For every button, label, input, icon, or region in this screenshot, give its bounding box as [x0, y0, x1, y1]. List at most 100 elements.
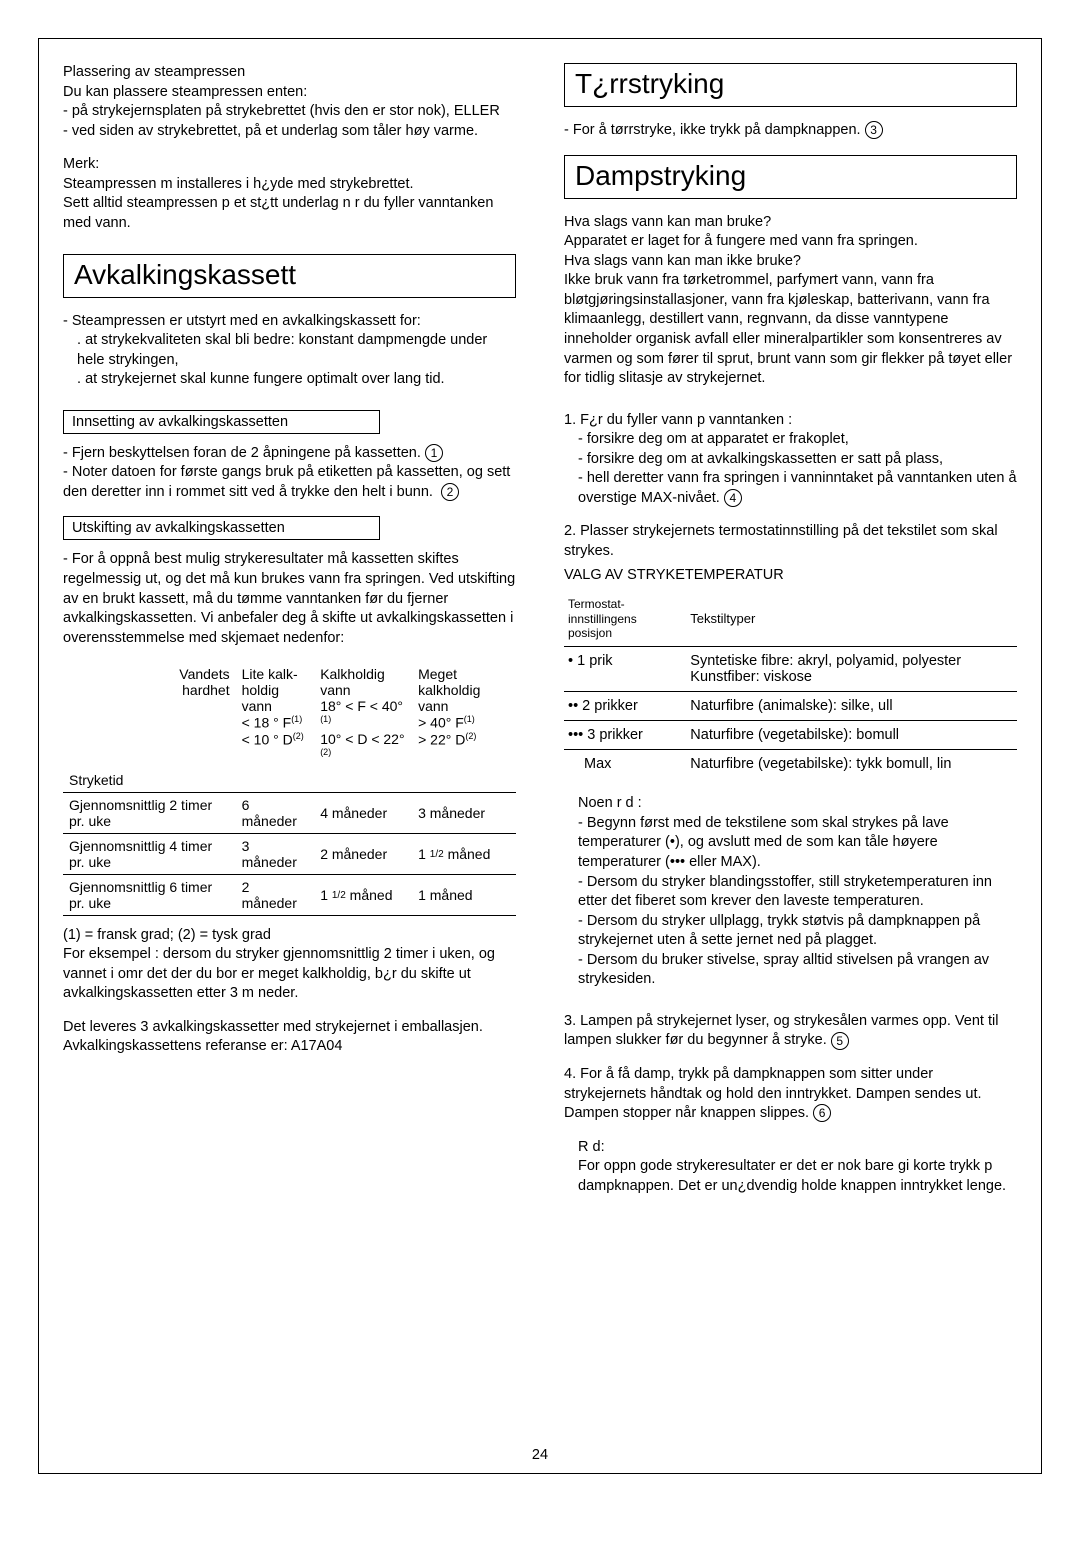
avkalk-title: Avkalkingskassett — [63, 254, 516, 298]
step1-block: 1. F¿r du fyller vann p vanntanken : - f… — [564, 411, 1017, 509]
left-column: Plassering av steampressen Du kan plasse… — [39, 63, 540, 1210]
sched-r1b: 6 måneder — [236, 792, 315, 833]
temp-h2: Tekstiltyper — [686, 591, 1017, 647]
placement-opt1: - på strykejernsplaten på strykebrettet … — [63, 102, 516, 122]
temp-r4a: Max — [564, 750, 686, 779]
insert-s1b: - Noter datoen for første gangs bruk på … — [63, 463, 516, 502]
step3: 3. Lampen på strykejernet lyser, og stry… — [564, 1012, 1017, 1051]
sched-row1: Gjennomsnittlig 2 timer pr. uke 6 månede… — [63, 792, 516, 833]
merk-l1: Steampressen m installeres i h¿yde med s… — [63, 175, 516, 195]
step1c-text: - hell deretter vann fra springen i vann… — [578, 470, 1017, 506]
avkalk-intro: - Steampressen er utstyrt med en avkalki… — [63, 312, 516, 390]
noen-n2-text: Dersom du stryker blandingsstoffer, stil… — [578, 874, 992, 910]
half-frac-2: 1/2 — [332, 890, 346, 901]
rd-text: For oppn gode strykeresultater er det er… — [578, 1157, 1017, 1196]
ref-3-icon: 3 — [865, 121, 883, 139]
sched-h4a: Meget kalkholdig — [418, 666, 480, 698]
sched-h1b: hardhet — [182, 682, 229, 698]
foot-f2: For eksempel : dersom du stryker gjennom… — [63, 945, 516, 1004]
noen-block: Noen r d : - Begynn først med de tekstil… — [564, 794, 1017, 990]
avkalk-p1a-text: at strykekvaliteten skal bli bedre: kons… — [77, 332, 487, 368]
noen-n4-text: Dersom du bruker stivelse, spray alltid … — [578, 952, 989, 988]
sched-h2a: Lite kalk- — [242, 666, 298, 682]
sched-r3c2: måned — [346, 887, 393, 903]
temp-r4: Max Naturfibre (vegetabilske): tykk bomu… — [564, 750, 1017, 779]
foot-f3: Det leveres 3 avkalkingskassetter med st… — [63, 1018, 516, 1038]
ref-5-icon: 5 — [831, 1032, 849, 1050]
sched-h2c: < 18 ° F — [242, 715, 292, 731]
valg-label: VALG AV STRYKETEMPERATUR — [564, 566, 1017, 586]
sched-h4c: > 40° F — [418, 715, 464, 731]
merk-l2: Sett alltid steampressen p et st¿tt unde… — [63, 194, 516, 233]
step1c: - hell deretter vann fra springen i vann… — [564, 469, 1017, 508]
water-block: Hva slags vann kan man bruke? Apparatet … — [564, 213, 1017, 389]
sched-r3a: Gjennomsnittlig 6 timer pr. uke — [63, 874, 236, 915]
temp-r2a: •• 2 prikker — [564, 692, 686, 721]
temp-header: Termostat-innstillingensposisjon Tekstil… — [564, 591, 1017, 647]
noen-n4: - Dersom du bruker stivelse, spray allti… — [578, 951, 1017, 990]
torr-block: - For å tørrstryke, ikke trykk på dampkn… — [564, 121, 1017, 141]
temp-r3a: ••• 3 prikker — [564, 721, 686, 750]
temp-r1a: • 1 prik — [564, 647, 686, 692]
sup-1b: (1) — [320, 714, 331, 724]
sched-h3b: vann — [320, 682, 350, 698]
merk-block: Merk: Steampressen m installeres i h¿yde… — [63, 155, 516, 233]
manual-page: Plassering av steampressen Du kan plasse… — [38, 38, 1042, 1474]
placement-block: Plassering av steampressen Du kan plasse… — [63, 63, 516, 141]
temp-h1: Termostat-innstillingensposisjon — [564, 591, 686, 647]
schedule-table: Vandets hardhet Lite kalk- holdig vann <… — [63, 662, 516, 915]
sub-insert: Innsetting av avkalkingskassetten — [63, 410, 380, 434]
step4: 4. For å få damp, trykk på dampknappen s… — [564, 1065, 1017, 1124]
sup-2a: (2) — [293, 731, 304, 741]
torr-title: T¿rrstryking — [564, 63, 1017, 107]
foot-f4: Avkalkingskassettens referanse er: A17A0… — [63, 1037, 516, 1057]
sched-r2d-n: 1 — [418, 846, 430, 862]
sched-h3d: 10° < D < 22° — [320, 731, 404, 747]
sched-h4b: vann — [418, 698, 448, 714]
step4-text: 4. For å få damp, trykk på dampknappen s… — [564, 1066, 982, 1121]
noen-n3-text: Dersom du stryker ullplagg, trykk støtvi… — [578, 913, 980, 949]
replace-text: - For å oppnå best mulig strykeresultate… — [63, 550, 516, 648]
sched-h2b: holdig vann — [242, 682, 279, 714]
sched-h1a: Vandets — [179, 666, 229, 682]
rd-label: R d: — [578, 1138, 1017, 1158]
torr-l1-text: - For å tørrstryke, ikke trykk på dampkn… — [564, 122, 861, 138]
temp-r2b: Naturfibre (animalske): silke, ull — [686, 692, 1017, 721]
noen-n2: - Dersom du stryker blandingsstoffer, st… — [578, 873, 1017, 912]
sched-r3d: 1 måned — [412, 874, 516, 915]
noen-n1-text: Begynn først med de tekstilene som skal … — [578, 815, 949, 870]
step4-block: 4. For å få damp, trykk på dampknappen s… — [564, 1065, 1017, 1124]
sup-1c: (1) — [464, 714, 475, 724]
placement-opt2: - ved siden av strykebrettet, på et unde… — [63, 122, 516, 142]
ref-1-icon: 1 — [425, 444, 443, 462]
sched-r2d: 1 1/2 måned — [412, 833, 516, 874]
water-q1: Hva slags vann kan man bruke? — [564, 213, 1017, 233]
sched-h3c: 18° < F < 40° — [320, 698, 403, 714]
avkalk-p1b-text: at strykejernet skal kunne fungere optim… — [85, 371, 444, 387]
sched-header-row: Vandets hardhet Lite kalk- holdig vann <… — [63, 662, 516, 767]
step1a: - forsikre deg om at apparatet er frakop… — [564, 430, 1017, 450]
water-a2: Ikke bruk vann fra tørketrommel, parfyme… — [564, 271, 1017, 388]
placement-intro: Du kan plassere steampressen enten: — [63, 83, 516, 103]
noen-title: Noen r d : — [578, 794, 1017, 814]
step1b: - forsikre deg om at avkalkingskassetten… — [564, 450, 1017, 470]
sched-h1: Vandets hardhet — [63, 662, 236, 767]
noen-n1: - Begynn først med de tekstilene som ska… — [578, 814, 1017, 873]
sched-r1a: Gjennomsnittlig 2 timer pr. uke — [63, 792, 236, 833]
water-q2: Hva slags vann kan man ikke bruke? — [564, 252, 1017, 272]
sched-h4d: > 22° D — [418, 732, 465, 748]
step3-text: 3. Lampen på strykejernet lyser, og stry… — [564, 1013, 998, 1049]
temp-r2: •• 2 prikker Naturfibre (animalske): sil… — [564, 692, 1017, 721]
sched-r1c: 4 måneder — [314, 792, 412, 833]
right-column: T¿rrstryking - For å tørrstryke, ikke tr… — [540, 63, 1041, 1210]
ref-6-icon: 6 — [813, 1104, 831, 1122]
temp-r3b: Naturfibre (vegetabilske): bomull — [686, 721, 1017, 750]
damp-title: Dampstryking — [564, 155, 1017, 199]
step1: 1. F¿r du fyller vann p vanntanken : — [564, 411, 1017, 431]
sched-row0: Stryketid — [63, 768, 516, 793]
sched-r2c: 2 måneder — [314, 833, 412, 874]
avkalk-p1b: . at strykejernet skal kunne fungere opt… — [63, 370, 516, 390]
sched-r3c: 1 1/2 måned — [314, 874, 412, 915]
sched-r2a: Gjennomsnittlig 4 timer pr. uke — [63, 833, 236, 874]
page-number: 24 — [39, 1447, 1041, 1463]
